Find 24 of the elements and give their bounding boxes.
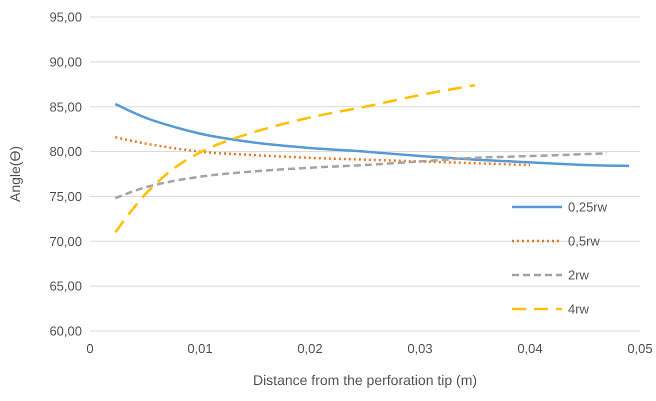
y-tick-label: 70,00 [49, 234, 82, 249]
legend-label: 0,25rw [568, 200, 608, 215]
y-axis-title: Angle(Ɵ) [7, 146, 23, 202]
x-tick-label: 0,02 [297, 341, 323, 356]
y-tick-label: 85,00 [49, 99, 82, 114]
x-tick-label: 0 [86, 341, 94, 356]
x-tick-label: 0,04 [517, 341, 543, 356]
y-tick-label: 75,00 [49, 188, 82, 204]
y-tick-label: 95,00 [49, 10, 82, 25]
y-tick-label: 80,00 [49, 144, 82, 160]
x-tick-label: 0,01 [187, 341, 213, 356]
legend-label: 0,5rw [568, 234, 600, 249]
x-tick-label: 0,05 [627, 341, 653, 356]
line-series [114, 84, 476, 234]
y-tick-label: 65,00 [49, 278, 82, 294]
x-axis-title: Distance from the perforation tip (m) [252, 372, 478, 388]
legend-label: 2rw [568, 268, 590, 283]
x-tick-label: 0,03 [407, 341, 433, 356]
line-series [114, 102, 630, 168]
line-series [114, 152, 608, 200]
legend-label: 4rw [568, 302, 590, 317]
y-tick-label: 60,00 [49, 324, 82, 339]
y-tick-label: 90,00 [49, 54, 82, 70]
line-series [114, 136, 532, 166]
